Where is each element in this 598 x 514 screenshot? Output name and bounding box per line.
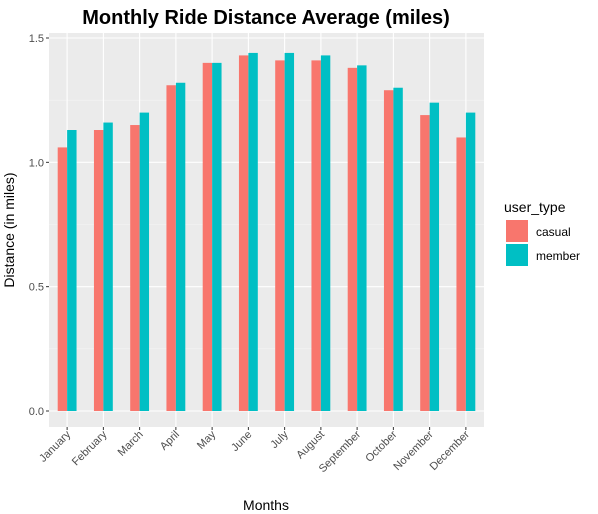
bar-member-may: [212, 62, 222, 411]
y-axis-ticks: 0.0 0.5 1.0 1.5: [29, 33, 49, 418]
x-tick-label-december: December: [428, 428, 473, 473]
bars: [57, 52, 476, 412]
x-axis-title: Months: [243, 497, 289, 513]
bar-casual-september: [347, 67, 358, 411]
bar-member-december: [465, 112, 476, 411]
legend-label-casual: casual: [536, 225, 571, 239]
chart-title: Monthly Ride Distance Average (miles): [82, 7, 450, 29]
bar-casual-january: [57, 147, 68, 411]
x-tick-label-october: October: [363, 428, 399, 464]
bar-member-january: [67, 130, 77, 412]
legend-title: user_type: [504, 199, 566, 215]
bar-member-september: [357, 65, 367, 411]
bar-casual-july: [275, 60, 285, 411]
bar-member-march: [139, 112, 150, 411]
minor-gridlines: [49, 99, 484, 350]
x-tick-label-january: January: [37, 428, 74, 465]
legend-key-casual: [506, 220, 528, 242]
bar-member-july: [284, 52, 295, 412]
x-tick-label-july: July: [268, 428, 291, 451]
y-tick-label: 0.0: [29, 406, 44, 418]
x-tick-label-april: April: [158, 429, 182, 453]
bar-member-august: [320, 55, 331, 411]
y-tick-label: 0.5: [29, 282, 44, 294]
bar-member-october: [393, 87, 403, 411]
bar-casual-august: [311, 60, 321, 411]
x-tick-label-february: February: [70, 428, 110, 468]
x-tick-label-june: June: [229, 429, 254, 454]
x-tick-label-march: March: [116, 429, 146, 459]
bar-member-november: [429, 102, 440, 412]
x-tick-label-august: August: [294, 429, 327, 462]
bar-member-april: [175, 82, 186, 411]
y-axis-title: Distance (in miles): [1, 172, 17, 287]
y-tick-label: 1.0: [29, 157, 44, 169]
x-tick-label-may: May: [195, 428, 219, 452]
bar-casual-march: [130, 125, 140, 412]
legend-key-member: [506, 244, 528, 266]
bar-casual-november: [420, 115, 430, 411]
bar-casual-april: [166, 85, 176, 411]
legend-label-member: member: [536, 249, 580, 263]
bar-member-june: [248, 52, 258, 412]
bar-casual-october: [383, 90, 394, 411]
bar-casual-february: [93, 130, 104, 412]
bar-member-february: [103, 122, 113, 412]
bar-casual-december: [456, 137, 466, 411]
bar-casual-june: [238, 55, 249, 411]
plot-panel: [49, 33, 484, 427]
y-tick-label: 1.5: [29, 33, 44, 45]
bar-casual-may: [202, 62, 213, 411]
legend: user_type casual member: [504, 199, 580, 266]
